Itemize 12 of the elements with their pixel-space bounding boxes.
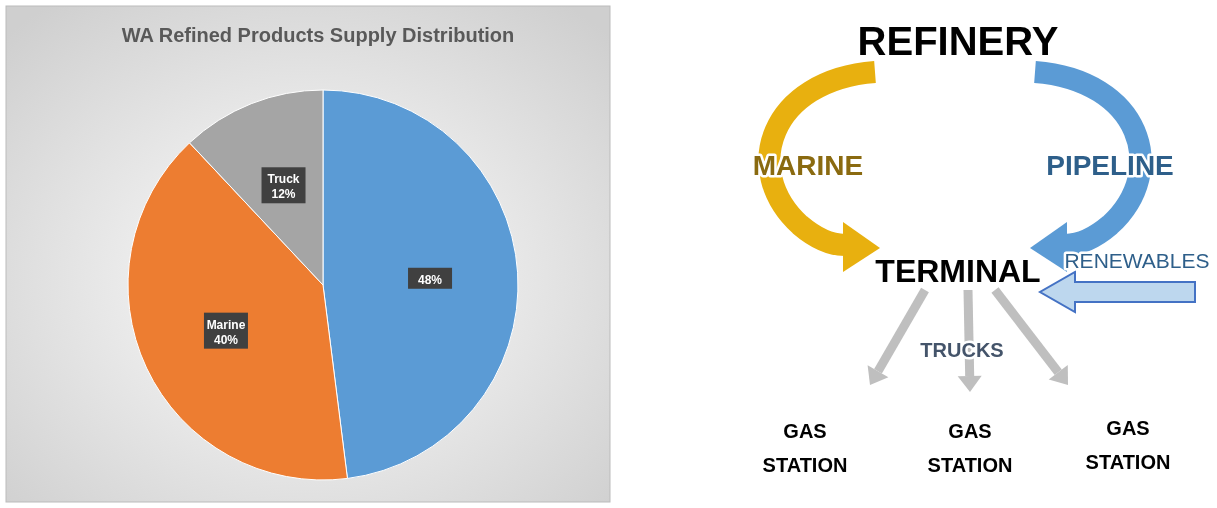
chart-title: WA Refined Products Supply Distribution bbox=[121, 24, 515, 46]
slice-label: Marine bbox=[206, 317, 246, 332]
text: TERMINAL bbox=[875, 253, 1041, 289]
text: REFINERY bbox=[857, 19, 1059, 63]
data-label: 12% bbox=[271, 187, 296, 202]
text: TRUCKS bbox=[920, 339, 1004, 361]
data-label: 48% bbox=[418, 272, 443, 287]
text: GAS STATION bbox=[1085, 417, 1171, 473]
data-label: 40% bbox=[213, 332, 239, 347]
text: GAS STATION bbox=[762, 420, 848, 476]
slice-label: Truck bbox=[267, 172, 300, 187]
text: GAS STATION bbox=[927, 420, 1013, 476]
